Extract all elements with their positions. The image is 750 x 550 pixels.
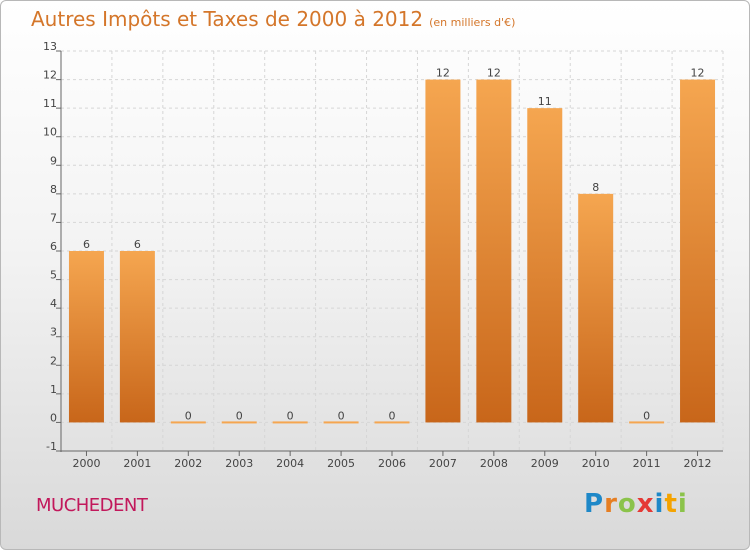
bar (374, 421, 410, 424)
x-tick-label: 2005 (327, 457, 355, 470)
data-label: 0 (338, 409, 345, 422)
x-tick-label: 2007 (429, 457, 457, 470)
y-tick-label: 2 (50, 354, 57, 367)
logo-letter: x (636, 489, 655, 519)
chart-title-block: Autres Impôts et Taxes de 2000 à 2012 (en… (31, 7, 515, 31)
x-tick-label: 2009 (531, 457, 559, 470)
logo-letter: t (664, 489, 678, 519)
y-tick-label: 0 (50, 411, 57, 424)
commune-name: MUCHEDENT (36, 495, 148, 516)
bar (68, 251, 104, 423)
bar (578, 193, 614, 423)
y-tick-label: 4 (50, 297, 57, 310)
bar (119, 251, 155, 423)
y-tick-label: -1 (46, 440, 57, 453)
data-label: 6 (83, 238, 90, 251)
y-tick-label: 8 (50, 183, 57, 196)
x-tick-label: 2008 (480, 457, 508, 470)
bar (680, 79, 716, 423)
bar (629, 421, 665, 424)
bars (68, 79, 716, 424)
logo-letter: o (617, 489, 637, 519)
logo-letter: i (654, 489, 665, 519)
chart-subtitle: (en milliers d'€) (429, 16, 516, 29)
data-label: 0 (643, 409, 650, 422)
logo-letter: r (604, 489, 618, 519)
x-tick-label: 2010 (582, 457, 610, 470)
x-tick-label: 2011 (633, 457, 661, 470)
x-tick-label: 2006 (378, 457, 406, 470)
data-label: 0 (389, 409, 396, 422)
y-tick-label: 3 (50, 326, 57, 339)
y-tick-label: 7 (50, 211, 57, 224)
y-tick-label: 5 (50, 269, 57, 282)
data-label: 0 (185, 409, 192, 422)
y-tick-label: 11 (43, 97, 57, 110)
data-label: 8 (592, 181, 599, 194)
y-tick-label: 12 (43, 69, 57, 82)
y-tick-label: 6 (50, 240, 57, 253)
data-label: 12 (487, 67, 501, 80)
data-label: 6 (134, 238, 141, 251)
x-tick-label: 2004 (276, 457, 304, 470)
data-label: 12 (691, 67, 705, 80)
bar (476, 79, 512, 423)
x-tick-label: 2001 (123, 457, 151, 470)
data-label: 0 (236, 409, 243, 422)
logo-letter: P (584, 489, 605, 519)
x-tick-label: 2002 (174, 457, 202, 470)
y-tick-label: 1 (50, 383, 57, 396)
labels: 2000 6 2001 6 2002 0 2003 0 2004 0 2005 0 2006 0 2007 1… (72, 67, 711, 470)
data-label: 12 (436, 67, 450, 80)
x-tick-label: 2012 (684, 457, 712, 470)
y-tick-label: 13 (43, 40, 57, 53)
chart-title: Autres Impôts et Taxes de 2000 à 2012 (31, 7, 424, 31)
bar (221, 421, 257, 424)
bar (323, 421, 359, 424)
data-label: 11 (538, 95, 552, 108)
bar (272, 421, 308, 424)
bar (170, 421, 206, 424)
proxiti-logo: Proxiti (584, 489, 688, 519)
x-tick-label: 2003 (225, 457, 253, 470)
bar (425, 79, 461, 423)
y-tick-label: 10 (43, 126, 57, 139)
data-label: 0 (287, 409, 294, 422)
bar (527, 108, 563, 423)
logo-letter: i (677, 489, 688, 519)
y-tick-label: 9 (50, 154, 57, 167)
grid-lines (60, 50, 724, 452)
x-tick-label: 2000 (72, 457, 100, 470)
